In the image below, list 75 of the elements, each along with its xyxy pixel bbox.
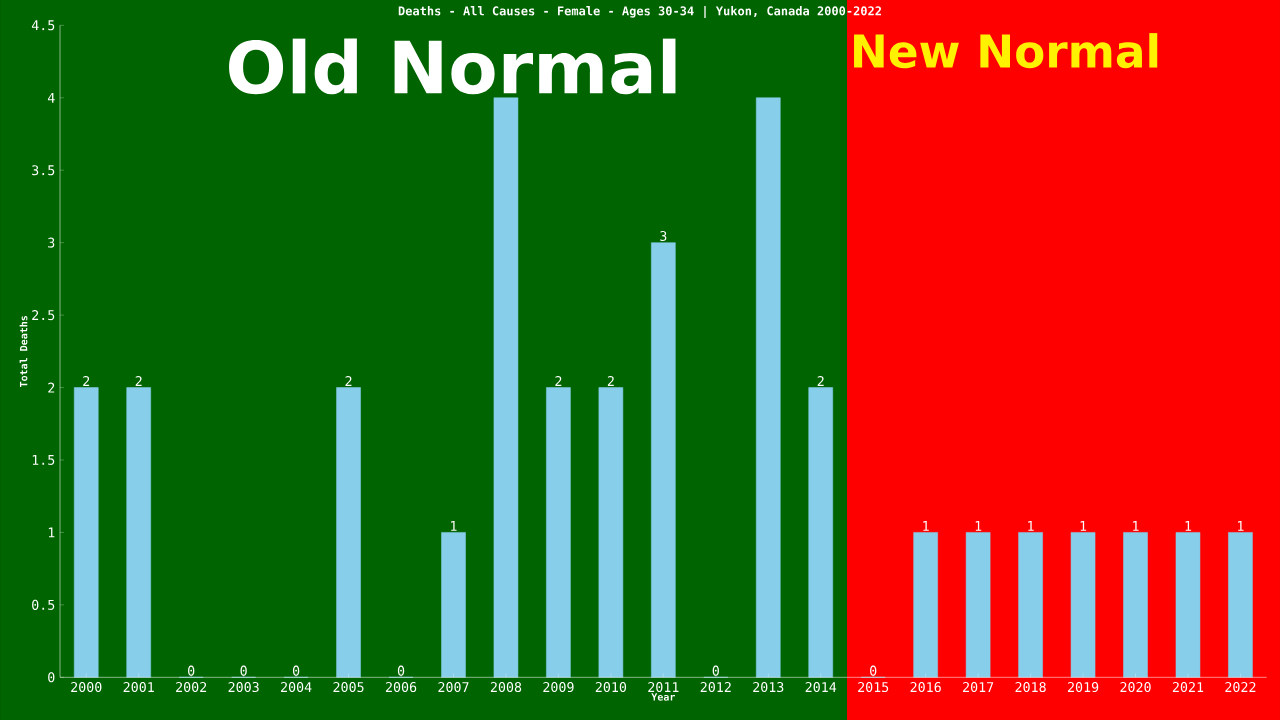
x-tick-label: 2018 [1015,682,1046,693]
data-label: 2 [555,376,562,386]
y-tick-label: 0 [48,672,55,683]
x-tick-label: 2014 [805,682,837,693]
data-label: 0 [240,665,247,676]
x-tick-label: 2000 [71,682,102,693]
data-label: 0 [292,665,300,676]
data-label: 1 [451,521,457,531]
x-tick-label: 2008 [490,682,522,693]
y-tick-label: 4.5 [31,20,55,31]
x-tick-label: 2004 [281,682,312,693]
y-tick-label: 1.5 [32,455,55,465]
y-tick-label: 3.5 [32,165,55,176]
x-tick-label: 2017 [963,682,994,693]
data-label: 1 [1185,521,1192,531]
data-label: 3 [660,230,667,242]
x-tick-label: 2001 [123,682,154,693]
band-label: New Normal [854,33,1158,69]
data-label: 2 [83,376,90,386]
x-tick-label: 2015 [858,682,889,693]
data-label: 1 [1133,521,1139,531]
bar [651,242,676,678]
bar [965,532,991,678]
x-tick-label: 2013 [753,682,784,693]
bar [441,532,466,678]
y-tick-label: 2 [48,382,55,393]
x-tick-label: 2019 [1067,682,1099,693]
data-label: 0 [712,665,719,676]
data-label: 0 [870,665,877,676]
bar [913,532,938,678]
data-label: 0 [188,665,195,676]
bar [73,387,99,678]
data-label: 1 [1238,521,1244,531]
bar [493,97,519,678]
bar [598,387,624,678]
x-tick-label: 2011 [648,682,679,693]
y-tick-label: 3 [48,237,55,248]
x-tick-label: 2005 [333,682,364,693]
data-label: 1 [975,521,982,531]
x-tick-label: 2003 [228,682,259,693]
bar [1070,532,1096,678]
x-tick-label: 2022 [1225,682,1256,693]
x-tick-label: 2021 [1172,682,1204,693]
bar [336,387,361,678]
y-tick-label: 0.5 [32,599,55,610]
data-label: 0 [397,665,405,676]
data-label: 1 [923,521,929,531]
x-tick-label: 2016 [910,682,941,693]
bar [546,387,571,678]
data-label: 1 [1028,521,1034,531]
y-axis-title: Total Deaths [19,316,28,388]
bar [126,387,151,678]
data-label: 2 [345,376,352,386]
x-tick-label: 2006 [385,682,417,693]
data-label: 2 [607,376,614,386]
band-label: Old Normal [229,38,676,95]
x-tick-label: 2007 [438,682,469,693]
y-tick-label: 2.5 [32,310,55,321]
x-tick-label: 2012 [700,682,731,693]
x-axis-title: Year [651,693,675,701]
y-tick-label: 1 [48,527,55,538]
bar [1123,532,1148,678]
bar [808,387,833,678]
bar [756,97,781,678]
bar [1175,532,1201,678]
data-label: 1 [1080,521,1087,531]
bar [1018,532,1043,678]
x-tick-label: 2020 [1120,682,1151,693]
data-label: 2 [817,376,824,386]
x-tick-label: 2009 [543,682,574,693]
x-tick-label: 2002 [176,682,207,693]
y-tick-label: 4 [47,92,55,103]
x-tick-label: 2010 [595,682,627,693]
bar [1228,532,1253,678]
data-label: 2 [135,376,142,386]
